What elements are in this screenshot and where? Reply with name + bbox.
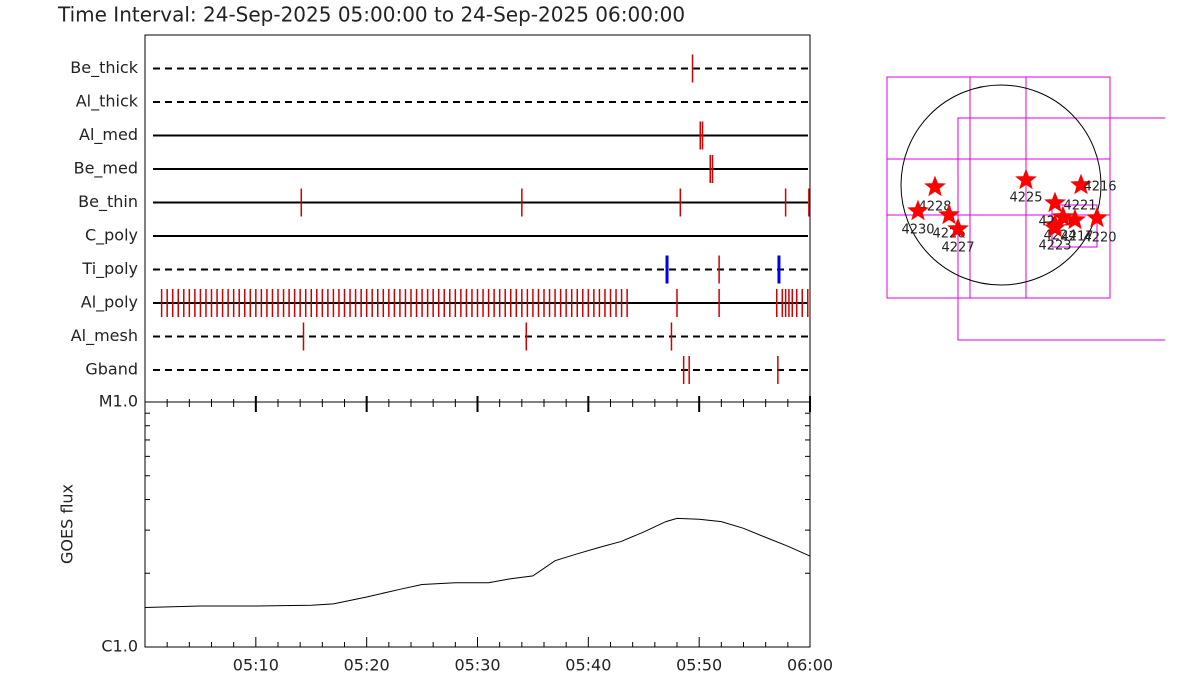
y-axis-label: GOES flux (58, 484, 77, 564)
region-star (947, 217, 969, 239)
filter-label: Al_mesh (71, 326, 138, 346)
filter-label: Be_thin (78, 192, 138, 212)
region-label: 4217 (1060, 230, 1093, 245)
region-star (1086, 206, 1108, 228)
region-star (1044, 216, 1066, 238)
region-star (1015, 168, 1037, 190)
x-tick-label: 05:50 (676, 656, 722, 675)
goes-frame (144, 401, 811, 648)
region-label: 4221 (1063, 199, 1096, 214)
region-star (1064, 208, 1086, 230)
region-label: 4228 (918, 200, 951, 215)
region-label: 4220 (1083, 231, 1116, 246)
region-label: 4216 (1083, 180, 1116, 195)
filter-label: Be_med (74, 159, 138, 179)
filter-label: Al_poly (81, 293, 138, 313)
x-tick-label: 05:20 (344, 656, 390, 675)
x-tick-label: 06:00 (787, 656, 833, 675)
filter-label: Gband (85, 360, 138, 379)
region-star (1052, 205, 1074, 227)
region-star (938, 203, 960, 225)
x-tick-label: 05:10 (233, 656, 279, 675)
region-star (1070, 173, 1092, 195)
filter-label: Ti_poly (81, 259, 138, 279)
filter-label: Al_thick (76, 92, 139, 112)
filter-label: Be_thick (70, 58, 138, 78)
region-label: 4227 (941, 241, 974, 256)
x-tick-label: 05:40 (565, 656, 611, 675)
y-tick-label: C1.0 (101, 637, 138, 656)
x-tick-label: 05:30 (454, 656, 500, 675)
region-label: 4230 (901, 223, 934, 238)
solar-disk (900, 84, 1102, 286)
title: Time Interval: 24-Sep-2025 05:00:00 to 2… (57, 3, 685, 27)
region-star (924, 175, 946, 197)
map-box (886, 76, 1111, 299)
filter-label: Al_med (79, 125, 138, 145)
goes-curve (144, 517, 811, 608)
region-star (1044, 191, 1066, 213)
region-star (907, 199, 929, 221)
timeline-frame (144, 34, 811, 403)
region-label: 4223 (1038, 239, 1071, 254)
y-tick-label: M1.0 (99, 392, 138, 411)
region-label: 4225 (1009, 191, 1042, 206)
filter-label: C_poly (85, 226, 138, 246)
